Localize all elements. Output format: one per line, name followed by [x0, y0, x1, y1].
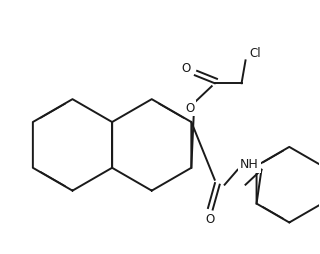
Text: NH: NH	[240, 158, 259, 171]
Text: O: O	[185, 102, 195, 115]
Text: O: O	[181, 62, 190, 75]
Text: Cl: Cl	[250, 47, 261, 60]
Text: O: O	[205, 213, 214, 226]
